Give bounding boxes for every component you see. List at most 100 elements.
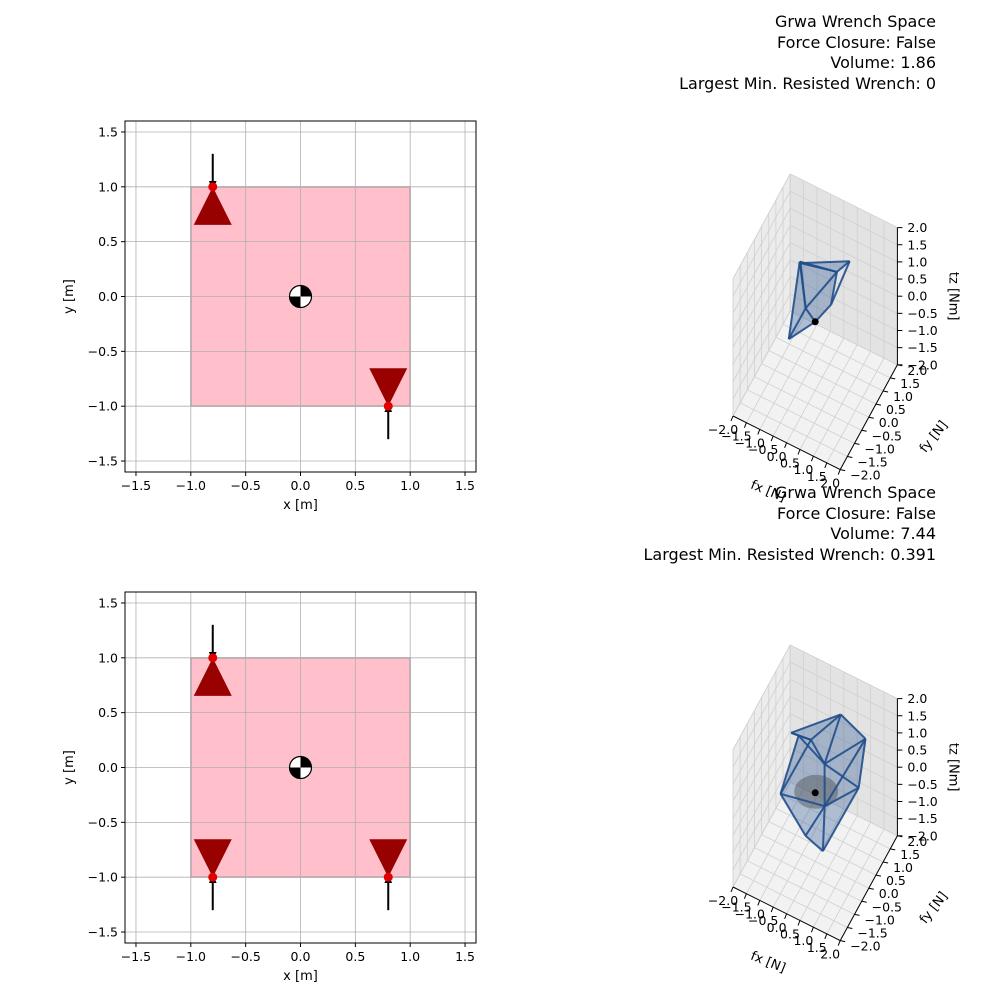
com-quadrant	[289, 296, 301, 308]
contact-triangle	[369, 368, 408, 407]
fx-tick-label: 2.0	[820, 947, 840, 962]
fx-tick	[757, 429, 761, 435]
grid-line	[813, 822, 871, 928]
x-tick-label: 0.5	[345, 949, 365, 964]
hull-edge	[830, 271, 838, 305]
tz-tick-label: 0.5	[907, 743, 927, 758]
hull-edge	[798, 261, 807, 309]
contact-triangle	[193, 186, 232, 225]
tz-tick-label: −1.0	[907, 794, 937, 809]
x-tick-label: 1.5	[455, 478, 475, 493]
fy-tick	[840, 940, 846, 943]
fx-tick-label: 0.5	[780, 927, 800, 942]
contact-point	[208, 872, 218, 882]
x-tick-label: 0.0	[291, 949, 311, 964]
grid-line	[790, 225, 898, 280]
fy-tick	[897, 364, 903, 367]
grid-line	[813, 351, 871, 457]
wrench-space-plot-1: −2.0−2.0−2.0−1.5−1.5−1.5−1.0 −1.0−1.0−0.5…	[708, 173, 960, 505]
fx-tick	[784, 442, 788, 448]
fx-tick	[743, 893, 747, 899]
hull-edge	[824, 737, 867, 765]
fy-tick-label: −1.0	[865, 441, 895, 456]
fx-tick-label: −1.5	[721, 429, 751, 444]
fy-tick	[875, 874, 882, 877]
contact-triangle	[193, 657, 232, 696]
origin-point	[811, 789, 819, 797]
grid-line	[732, 679, 791, 785]
grasp-plot-2: −1.5−1.5 −1.0 −1.0 −0.5 −0.5 0.0 0.0 0.5 0.5 1.0 1…	[62, 591, 477, 984]
y-tick-label: −0.5	[88, 815, 118, 830]
fx-tick-label: 1.0	[793, 933, 813, 948]
x-tick-label: 1.5	[455, 949, 475, 964]
fy-tick-label: 1.5	[900, 376, 920, 391]
title-line: Grwa Wrench Space	[774, 12, 936, 31]
grid-line	[768, 350, 877, 405]
fx-tick-label: −1.0	[735, 435, 765, 450]
x-tick-label: −1.5	[121, 949, 151, 964]
contact-triangle	[193, 839, 232, 878]
hull-edge	[797, 734, 826, 765]
tz-axis-label: tz [Nm]	[945, 743, 960, 792]
fx-tick	[730, 886, 734, 893]
grid-line	[732, 225, 791, 331]
title-line: Largest Min. Resisted Wrench: 0	[679, 74, 936, 94]
contact-point	[208, 182, 218, 192]
hull-edge	[836, 260, 851, 273]
hull-edge	[804, 805, 826, 837]
x-tick-label: 0.5	[345, 478, 365, 493]
y-tick-label: 0.5	[98, 705, 118, 720]
fx-tick	[810, 927, 814, 933]
fx-tick-label: 1.0	[793, 462, 813, 477]
fy-tick-label: 2.0	[907, 834, 927, 849]
fy-tick-label: −2.0	[850, 468, 880, 483]
fx-tick-label: −2.0	[708, 422, 738, 437]
hull-edge	[800, 262, 838, 273]
hull-edge	[804, 834, 824, 852]
grid-line	[790, 781, 898, 837]
fx-tick	[824, 933, 828, 940]
fy-tick-label: 1.5	[900, 847, 920, 862]
y-tick-label: 1.5	[98, 124, 118, 139]
contact-point	[383, 401, 393, 411]
center-of-mass-marker	[288, 284, 313, 309]
tz-tick-label: −2.0	[907, 828, 937, 843]
tz-tick-label: 1.0	[907, 254, 927, 269]
title-line: Volume: 1.86	[830, 53, 936, 73]
fy-tick-label: 0.5	[886, 402, 906, 417]
tz-tick-label: −2.0	[907, 357, 937, 372]
fx-tick-label: 1.5	[807, 940, 827, 955]
fy-tick	[868, 416, 874, 419]
grid-line	[826, 357, 885, 464]
grid-line	[790, 207, 898, 263]
hull-edge	[823, 714, 842, 765]
grid-line	[775, 337, 884, 392]
grid-line	[782, 323, 891, 379]
x-tick-label: −1.0	[176, 478, 206, 493]
tz-tick-label: 1.5	[907, 708, 927, 723]
fy-tick-label: −1.5	[857, 455, 887, 470]
fx-tick-label: 0.0	[767, 449, 787, 464]
grasp-plot-1: −1.5−1.5 −1.0 −1.0 −0.5 −0.5 0.0 0.0 0.5 0.5 1.0 1…	[62, 120, 477, 513]
y-tick-label: 1.0	[98, 179, 118, 194]
fy-tick-label: −2.0	[850, 939, 880, 954]
fy-tick-label: −0.5	[872, 899, 902, 914]
grid-line	[790, 644, 898, 699]
fx-tick	[824, 462, 828, 469]
hull-edge	[788, 320, 816, 340]
fy-tick	[897, 835, 903, 838]
fy-tick-label: −1.0	[865, 912, 895, 927]
center-of-mass-marker	[288, 755, 313, 780]
grid-line	[790, 310, 898, 366]
tz-tick-label: 1.5	[907, 237, 927, 252]
fy-tick	[847, 927, 853, 929]
com-quadrant	[289, 767, 301, 779]
com-quadrant	[300, 285, 312, 297]
hull-edge	[857, 738, 867, 788]
fx-tick	[770, 435, 774, 442]
x-tick-label: −0.5	[230, 949, 260, 964]
fy-tick	[840, 469, 846, 472]
grid-line	[790, 242, 898, 297]
grid-line	[799, 815, 858, 921]
fy-tick-label: 1.0	[893, 389, 913, 404]
